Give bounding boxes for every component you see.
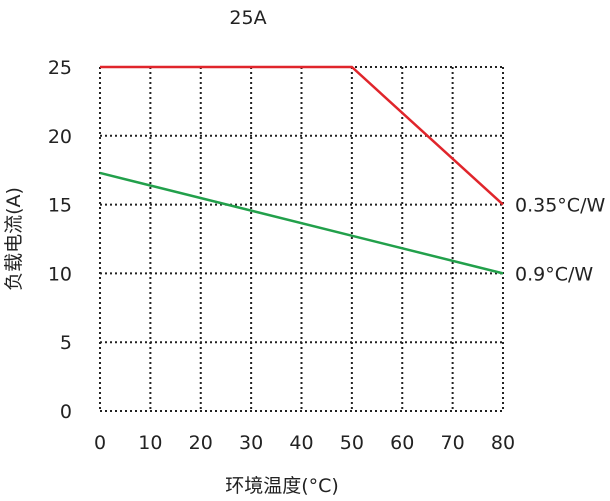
x-axis-label: 环境温度(°C) [225,475,339,497]
x-tick-label-7: 70 [441,432,465,454]
chart-title: 25A [229,7,266,29]
y-tick-label-0: 0 [60,401,72,423]
series-labels: 0.35°C/W 0.9°C/W [515,195,605,286]
x-tick-label-8: 80 [491,432,515,454]
y-tick-label-4: 20 [48,126,72,148]
series-label-1: 0.9°C/W [515,263,593,285]
x-tick-label-6: 60 [390,432,414,454]
x-tick-label-3: 30 [239,432,263,454]
x-tick-label-0: 0 [94,432,106,454]
series-label-0: 0.35°C/W [515,195,605,217]
y-axis-label: 负载电流(A) [3,187,25,291]
x-tick-label-1: 10 [138,432,162,454]
y-tick-label-5: 25 [48,57,72,79]
series-layer [99,65,504,275]
series-line-0 [100,65,504,206]
x-tick-label-2: 20 [189,432,213,454]
y-tick-label-3: 15 [48,195,72,217]
x-tick-label-5: 50 [340,432,364,454]
y-tick-labels: 0 5 10 15 20 25 [48,57,72,423]
grid [99,66,504,412]
series-line-1 [99,171,504,275]
y-tick-label-1: 5 [60,332,72,354]
x-tick-labels: 0 10 20 30 40 50 60 70 80 [94,432,515,454]
y-tick-label-2: 10 [48,263,72,285]
x-tick-label-4: 40 [289,432,313,454]
